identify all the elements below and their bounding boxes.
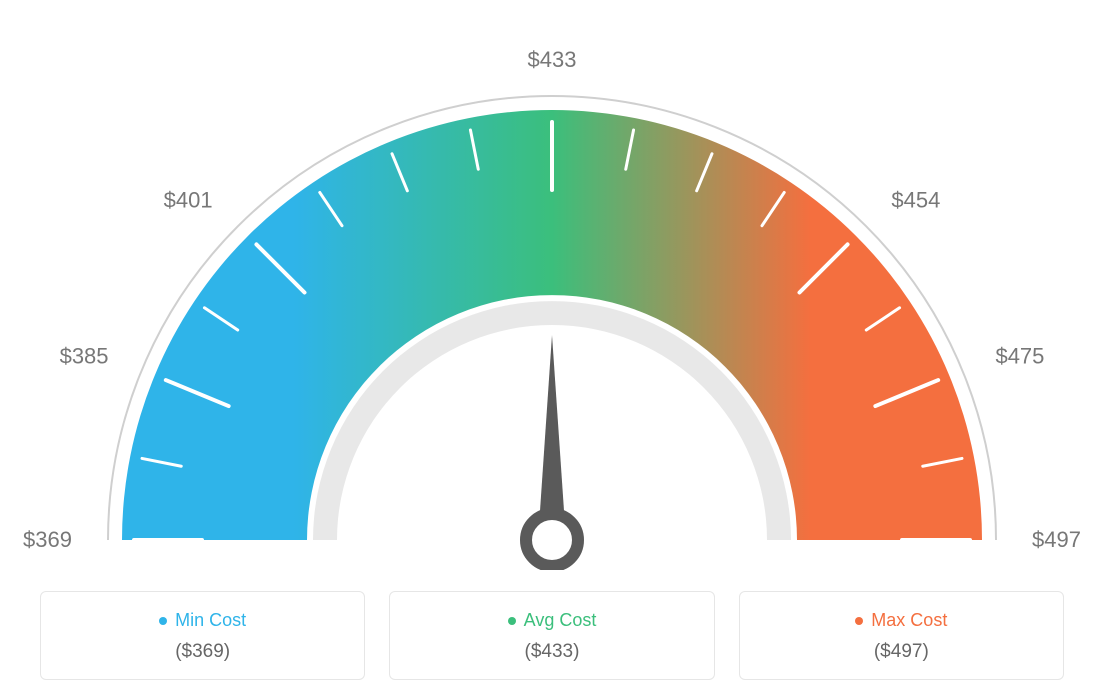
gauge-tick-label: $433 — [528, 47, 577, 72]
legend-value-min: ($369) — [51, 641, 354, 663]
legend-label: Min Cost — [175, 610, 246, 631]
dot-icon — [159, 617, 167, 625]
gauge-tick-label: $475 — [995, 343, 1044, 368]
gauge-chart: $369 $385 $401 $433 $454 $475 $497 — [0, 0, 1104, 570]
legend-label: Max Cost — [871, 610, 947, 631]
gauge-svg: $369 $385 $401 $433 $454 $475 $497 — [0, 0, 1104, 570]
legend-card-min: Min Cost ($369) — [40, 591, 365, 680]
dot-icon — [508, 617, 516, 625]
gauge-tick-label: $401 — [164, 188, 213, 213]
legend-value-max: ($497) — [750, 641, 1053, 663]
legend-value-avg: ($433) — [400, 641, 703, 663]
legend-title-min: Min Cost — [159, 610, 246, 631]
chart-container: $369 $385 $401 $433 $454 $475 $497 Min Cost ($… — [0, 0, 1104, 690]
legend-title-avg: Avg Cost — [508, 610, 597, 631]
legend-row: Min Cost ($369) Avg Cost ($433) Max Cost… — [40, 591, 1064, 680]
legend-card-max: Max Cost ($497) — [739, 591, 1064, 680]
gauge-tick-label: $385 — [60, 343, 109, 368]
legend-title-max: Max Cost — [855, 610, 947, 631]
gauge-tick-label: $497 — [1032, 527, 1081, 552]
gauge-tick-label: $369 — [23, 527, 72, 552]
dot-icon — [855, 617, 863, 625]
legend-label: Avg Cost — [524, 610, 597, 631]
legend-card-avg: Avg Cost ($433) — [389, 591, 714, 680]
gauge-tick-label: $454 — [891, 188, 940, 213]
